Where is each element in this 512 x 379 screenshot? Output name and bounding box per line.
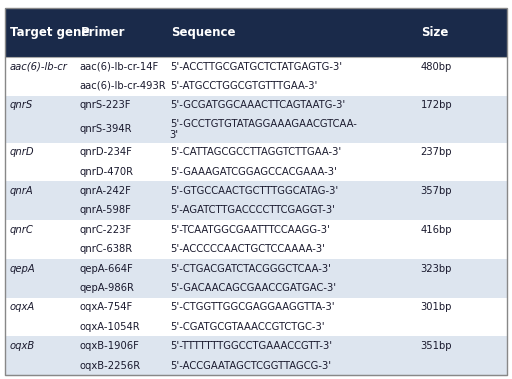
- FancyBboxPatch shape: [5, 259, 507, 278]
- Text: qepA: qepA: [9, 263, 35, 274]
- Text: qnrD-470R: qnrD-470R: [79, 167, 134, 177]
- FancyBboxPatch shape: [5, 76, 507, 96]
- Text: oqxA-754F: oqxA-754F: [79, 302, 133, 312]
- Text: 416bp: 416bp: [420, 225, 452, 235]
- Text: oqxB-1906F: oqxB-1906F: [79, 341, 139, 351]
- Text: qnrS: qnrS: [9, 100, 32, 110]
- FancyBboxPatch shape: [5, 201, 507, 220]
- Text: 5'-TCAATGGCGAATTTCCAAGG-3': 5'-TCAATGGCGAATTTCCAAGG-3': [169, 225, 330, 235]
- Text: 5'-AGATCTTGACCCCTTCGAGGT-3': 5'-AGATCTTGACCCCTTCGAGGT-3': [169, 205, 335, 215]
- FancyBboxPatch shape: [5, 96, 507, 115]
- Text: 5'-GCGATGGCAAACTTCAGTAATG-3': 5'-GCGATGGCAAACTTCAGTAATG-3': [169, 100, 345, 110]
- FancyBboxPatch shape: [5, 356, 507, 375]
- Text: 5'-GTGCCAACTGCTTTGGCATAG-3': 5'-GTGCCAACTGCTTTGGCATAG-3': [169, 186, 338, 196]
- Text: 5'-CATTAGCGCCTTAGGTCTTGAA-3': 5'-CATTAGCGCCTTAGGTCTTGAA-3': [169, 147, 341, 157]
- Text: aac(6)-lb-cr: aac(6)-lb-cr: [9, 61, 67, 72]
- Text: 5'-ACCGAATAGCTCGGTTAGCG-3': 5'-ACCGAATAGCTCGGTTAGCG-3': [169, 360, 331, 371]
- FancyBboxPatch shape: [5, 317, 507, 337]
- Text: qnrS-394R: qnrS-394R: [79, 124, 132, 134]
- Text: qnrA: qnrA: [9, 186, 33, 196]
- Text: Primer: Primer: [80, 26, 125, 39]
- Text: aac(6)-lb-cr-493R: aac(6)-lb-cr-493R: [79, 81, 166, 91]
- Text: qnrA-598F: qnrA-598F: [79, 205, 131, 215]
- Text: qepA-986R: qepA-986R: [79, 283, 134, 293]
- Text: Target gene: Target gene: [10, 26, 90, 39]
- Text: oqxA: oqxA: [9, 302, 34, 312]
- Text: 323bp: 323bp: [420, 263, 452, 274]
- FancyBboxPatch shape: [5, 115, 507, 143]
- Text: 5'-CTGACGATCTACGGGCTCAA-3': 5'-CTGACGATCTACGGGCTCAA-3': [169, 263, 331, 274]
- Text: 357bp: 357bp: [420, 186, 452, 196]
- Text: 3': 3': [169, 130, 179, 140]
- FancyBboxPatch shape: [5, 220, 507, 240]
- Text: qnrC-638R: qnrC-638R: [79, 244, 133, 254]
- Text: Sequence: Sequence: [170, 26, 235, 39]
- Text: 237bp: 237bp: [420, 147, 452, 157]
- Text: 5'-GACAACAGCGAACCGATGAC-3': 5'-GACAACAGCGAACCGATGAC-3': [169, 283, 336, 293]
- Text: 5'-CTGGTTGGCGAGGAAGGTTA-3': 5'-CTGGTTGGCGAGGAAGGTTA-3': [169, 302, 334, 312]
- Text: oqxA-1054R: oqxA-1054R: [79, 322, 140, 332]
- Text: 480bp: 480bp: [420, 61, 452, 72]
- Text: Size: Size: [421, 26, 449, 39]
- FancyBboxPatch shape: [5, 240, 507, 259]
- FancyBboxPatch shape: [5, 181, 507, 201]
- Text: 5'-GAAAGATCGGAGCCACGAAA-3': 5'-GAAAGATCGGAGCCACGAAA-3': [169, 167, 336, 177]
- Text: 5'-ACCTTGCGATGCTCTATGAGTG-3': 5'-ACCTTGCGATGCTCTATGAGTG-3': [169, 61, 342, 72]
- FancyBboxPatch shape: [5, 143, 507, 162]
- Text: oqxB: oqxB: [9, 341, 34, 351]
- FancyBboxPatch shape: [5, 8, 507, 57]
- Text: aac(6)-lb-cr-14F: aac(6)-lb-cr-14F: [79, 61, 159, 72]
- Text: qnrC: qnrC: [9, 225, 33, 235]
- Text: 301bp: 301bp: [420, 302, 452, 312]
- FancyBboxPatch shape: [5, 278, 507, 298]
- Text: 5'-CGATGCGTAAACCGTCTGC-3': 5'-CGATGCGTAAACCGTCTGC-3': [169, 322, 324, 332]
- Text: qnrS-223F: qnrS-223F: [79, 100, 131, 110]
- FancyBboxPatch shape: [5, 57, 507, 76]
- Text: qnrD-234F: qnrD-234F: [79, 147, 132, 157]
- Text: 172bp: 172bp: [420, 100, 452, 110]
- Text: qnrD: qnrD: [9, 147, 34, 157]
- Text: qepA-664F: qepA-664F: [79, 263, 133, 274]
- Text: 5'-ACCCCCAACTGCTCCAAAA-3': 5'-ACCCCCAACTGCTCCAAAA-3': [169, 244, 325, 254]
- FancyBboxPatch shape: [5, 298, 507, 317]
- Text: qnrC-223F: qnrC-223F: [79, 225, 132, 235]
- Text: qnrA-242F: qnrA-242F: [79, 186, 131, 196]
- Text: 5'-GCCTGTGTATAGGAAAGAACGTCAA-: 5'-GCCTGTGTATAGGAAAGAACGTCAA-: [169, 119, 356, 129]
- Text: 351bp: 351bp: [420, 341, 452, 351]
- FancyBboxPatch shape: [5, 162, 507, 181]
- Text: 5'-TTTTTTTGGCCTGAAACCGTT-3': 5'-TTTTTTTGGCCTGAAACCGTT-3': [169, 341, 332, 351]
- FancyBboxPatch shape: [5, 337, 507, 356]
- Text: oqxB-2256R: oqxB-2256R: [79, 360, 140, 371]
- Text: 5'-ATGCCTGGCGTGTTTGAA-3': 5'-ATGCCTGGCGTGTTTGAA-3': [169, 81, 317, 91]
